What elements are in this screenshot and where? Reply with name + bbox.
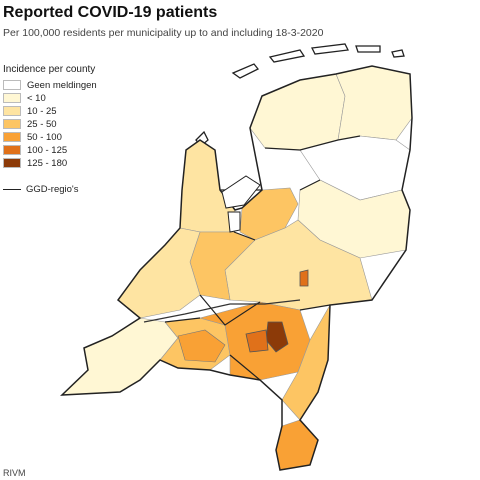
legend-swatch (3, 93, 21, 103)
legend-label: 25 - 50 (27, 118, 57, 130)
map-title: Reported COVID-19 patients (3, 4, 218, 21)
legend-label: 50 - 100 (27, 131, 62, 143)
legend-heading: Incidence per county (3, 64, 96, 75)
region-wadden-islands (268, 49, 306, 63)
legend-item: 100 - 125 (3, 144, 143, 156)
legend-item: 25 - 50 (3, 118, 143, 130)
ggd-region-legend: GGD-regio's (3, 184, 79, 195)
region-wadden-islands (311, 43, 349, 55)
region-gelderland-east-hotspot (299, 269, 309, 287)
region-flevoland (239, 187, 299, 241)
river-waal (143, 299, 301, 323)
legend-swatch (3, 106, 21, 116)
ggd-region-label: GGD-regio's (26, 184, 79, 195)
netherlands-outline (60, 65, 413, 471)
legend-item: 10 - 25 (3, 105, 143, 117)
region-wadden-islands (391, 49, 405, 58)
legend-label: Geen meldingen (27, 79, 97, 91)
legend-label: 125 - 180 (27, 157, 68, 169)
legend-item: 50 - 100 (3, 131, 143, 143)
legend-swatch (3, 132, 21, 142)
markermeer-water (227, 211, 241, 233)
region-wadden-islands (355, 45, 381, 53)
region-zeeland (61, 317, 179, 396)
region-brabant-high (245, 329, 269, 353)
legend-item: < 10 (3, 92, 143, 104)
region-wadden-islands (231, 63, 260, 79)
legend-item: 125 - 180 (3, 157, 143, 169)
legend-swatch (3, 145, 21, 155)
legend-label: 100 - 125 (27, 144, 68, 156)
incidence-legend: Incidence per county Geen meldingen < 10 1… (3, 64, 143, 170)
region-noord-holland (179, 139, 236, 233)
legend-swatch (3, 158, 21, 168)
region-zuid-holland (117, 227, 201, 319)
legend-item: Geen meldingen (3, 79, 143, 91)
legend-swatch (3, 119, 21, 129)
ggd-boundary-swatch (3, 189, 21, 190)
ijsselmeer-water (221, 175, 261, 209)
region-groningen (335, 65, 413, 141)
map-subtitle: Per 100,000 residents per municipality u… (3, 27, 324, 39)
legend-label: < 10 (27, 92, 46, 104)
data-source: RIVM (3, 468, 26, 478)
legend-label: 10 - 25 (27, 105, 57, 117)
legend-swatch (3, 80, 21, 90)
region-tilburg-breda (177, 329, 226, 363)
region-friesland (249, 73, 346, 151)
